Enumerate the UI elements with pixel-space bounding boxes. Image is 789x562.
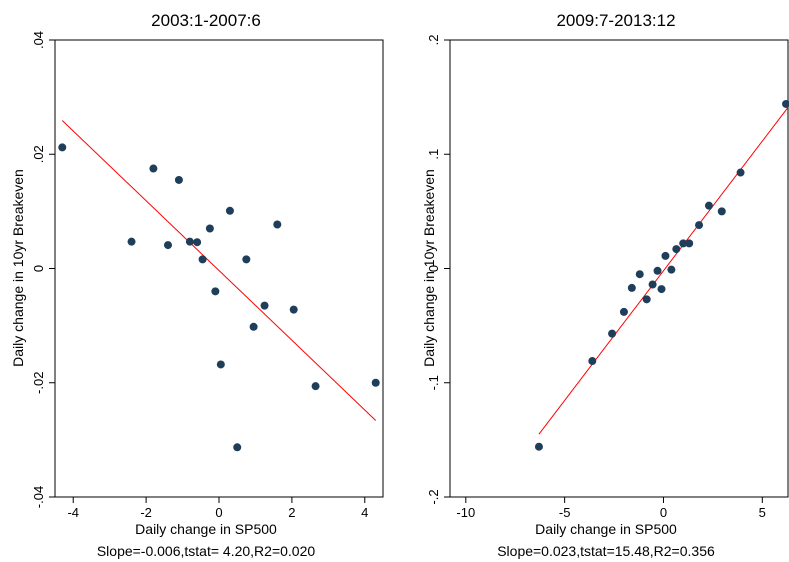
left-data-point [371,378,380,387]
right-y-tick-label: -.2 [426,489,441,504]
left-data-point [198,255,207,264]
left-data-point [233,443,242,452]
left-chart-title: 2003:1-2007:6 [151,11,261,30]
left-y-tick-label: 0 [31,265,46,272]
left-data-point [211,287,220,296]
right-x-tick-label: -5 [559,505,571,520]
left-data-point [174,175,183,184]
right-panel: 2009:7-2013:12 -10 -5 0 5 -.2 -.1 0 .1 .2 Daily… [421,11,789,559]
right-data-point [588,357,597,366]
right-data-point [667,265,676,274]
left-data-point [205,224,214,233]
left-points [58,143,380,452]
left-x-ticks: -4 -2 0 2 4 [67,497,368,520]
right-x-tick-label: 5 [759,505,766,520]
right-data-point [608,329,617,338]
right-data-point [635,270,644,279]
left-data-point [311,382,320,391]
left-data-point [58,143,67,152]
right-data-point [782,99,789,108]
left-data-point [193,238,202,247]
left-data-point [273,220,282,229]
right-points [534,99,789,451]
right-y-axis-label: Daily change in 10yr Breakeven [421,169,437,367]
left-x-tick-label: 0 [215,505,222,520]
right-data-point [642,295,651,304]
left-data-point [216,360,225,369]
left-y-tick-label: -.02 [31,372,46,394]
left-data-point [127,237,136,246]
right-stats-note: Slope=0.023,tstat=15.48,R2=0.356 [497,543,715,559]
right-plot-frame [449,39,789,498]
right-y-tick-label: .1 [426,149,441,160]
right-x-ticks: -10 -5 0 5 [456,497,766,520]
left-x-tick-label: -2 [140,505,152,520]
right-chart-title: 2009:7-2013:12 [556,11,675,30]
right-data-point [736,168,745,177]
left-x-tick-label: -4 [67,505,79,520]
left-data-point [225,206,234,215]
right-x-tick-label: -10 [456,505,475,520]
left-plot-frame [54,39,384,498]
right-data-point [695,221,704,230]
right-data-point [627,283,636,292]
right-x-axis-label: Daily change in SP500 [535,521,677,537]
right-y-tick-label: .2 [426,35,441,46]
left-x-tick-label: 2 [288,505,295,520]
right-x-tick-label: 0 [660,505,667,520]
left-x-axis-label: Daily change in SP500 [135,521,277,537]
left-x-tick-label: 4 [361,505,368,520]
right-data-point [661,251,670,260]
right-data-point [685,239,694,248]
left-y-tick-label: -.04 [31,486,46,508]
right-y-tick-label: 0 [426,265,441,272]
right-fit [538,107,789,435]
right-data-point [717,207,726,216]
left-y-axis-label: Daily change in 10yr Breakeven [10,169,26,367]
right-data-point [619,307,628,316]
right-data-point [653,266,662,275]
right-data-point [534,442,543,451]
right-data-point [672,245,681,254]
left-data-point [163,241,172,250]
right-y-tick-label: -.1 [426,375,441,390]
right-data-point [648,280,657,289]
left-data-point [289,305,298,314]
right-data-point [657,285,666,294]
left-stats-note: Slope=-0.006,tstat= 4.20,R2=0.020 [97,543,316,559]
right-y-ticks: -.2 -.1 0 .1 .2 [426,35,450,505]
left-y-ticks: -.04 -.02 0 .02 .04 [31,31,55,508]
left-fit-line [61,120,377,421]
left-data-point [185,237,194,246]
left-data-point [149,164,158,173]
left-y-tick-label: .02 [31,145,46,163]
left-fit [61,120,377,421]
left-data-point [260,301,269,310]
left-panel: 2003:1-2007:6 -4 -2 0 2 4 -.04 -.02 0 .02 .04 Da… [10,11,384,559]
right-data-point [679,239,688,248]
right-data-point [704,201,713,210]
left-y-tick-label: .04 [31,31,46,49]
left-data-point [242,255,251,264]
right-fit-line [538,107,789,435]
left-data-point [249,322,258,331]
